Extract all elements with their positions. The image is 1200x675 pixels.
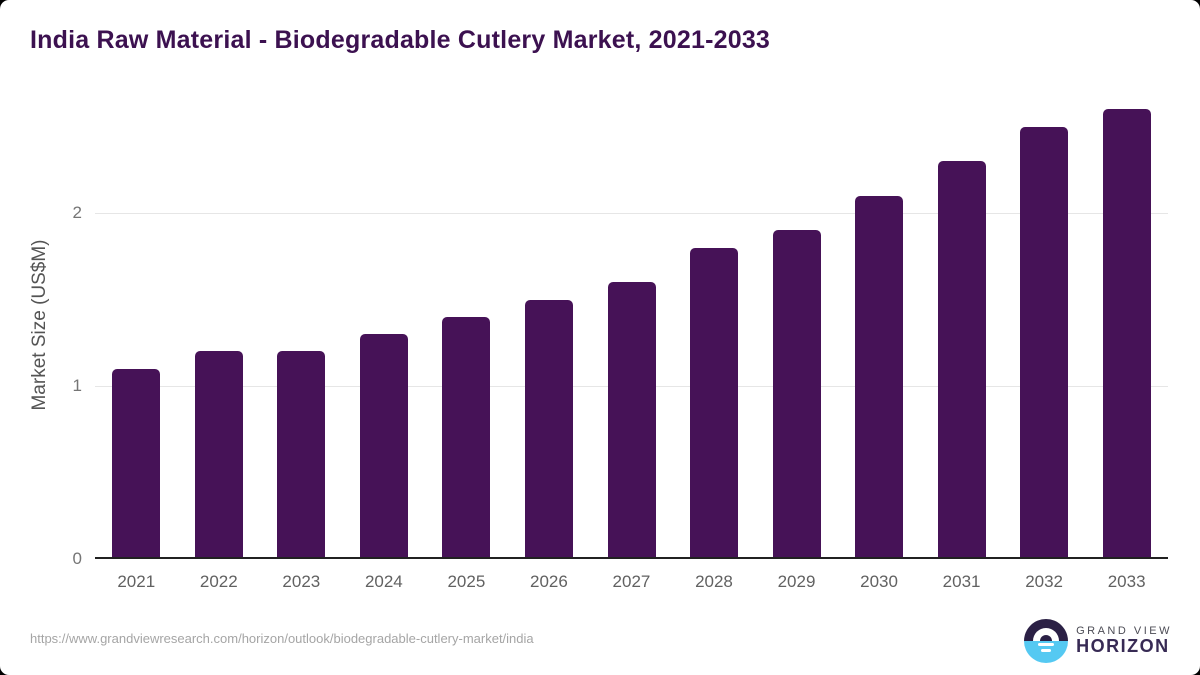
horizon-sun-icon xyxy=(1024,619,1069,663)
bar-2029[interactable] xyxy=(772,230,821,559)
bar-2026[interactable] xyxy=(524,299,573,559)
sun-arch-hole xyxy=(1040,635,1053,641)
horizon-line-1 xyxy=(1038,643,1055,646)
x-axis-label: 2023 xyxy=(282,572,321,591)
gridline xyxy=(95,213,1168,214)
x-axis-label: 2030 xyxy=(860,572,898,591)
x-axis-label: 2032 xyxy=(1025,572,1064,591)
brand-product: HORIZON xyxy=(1076,636,1170,657)
x-axis-line xyxy=(95,557,1168,559)
x-axis-label: 2033 xyxy=(1107,572,1146,591)
x-axis-label: 2025 xyxy=(447,572,486,591)
plot-area xyxy=(95,99,1168,559)
brand-text: GRAND VIEW HORIZON xyxy=(1076,625,1172,657)
x-axis-label: 2031 xyxy=(942,572,981,591)
bar-2028[interactable] xyxy=(690,247,739,559)
x-axis-label: 2027 xyxy=(612,572,651,591)
bar-2030[interactable] xyxy=(855,195,904,559)
bar-2024[interactable] xyxy=(359,334,408,559)
y-tick-label: 0 xyxy=(72,549,82,568)
x-axis-label: 2021 xyxy=(117,572,156,591)
x-axis-label: 2026 xyxy=(530,572,568,591)
x-axis-label: 2029 xyxy=(777,572,816,591)
bar-2023[interactable] xyxy=(277,351,326,559)
bar-2033[interactable] xyxy=(1102,109,1151,559)
y-tick-label: 2 xyxy=(72,203,82,222)
x-axis-label: 2022 xyxy=(199,572,238,591)
horizon-line-2 xyxy=(1041,649,1052,652)
bar-2027[interactable] xyxy=(607,282,656,559)
source-url: https://www.grandviewresearch.com/horizo… xyxy=(30,631,534,646)
brand-logo: GRAND VIEW HORIZON xyxy=(1024,619,1172,663)
bar-2031[interactable] xyxy=(937,161,986,559)
y-tick-label: 1 xyxy=(72,376,82,395)
x-axis-label: 2024 xyxy=(364,572,403,591)
bar-2021[interactable] xyxy=(112,368,161,559)
bar-2025[interactable] xyxy=(442,316,491,559)
x-axis-label: 2028 xyxy=(695,572,733,591)
bar-2032[interactable] xyxy=(1020,126,1069,559)
bar-2022[interactable] xyxy=(194,351,243,559)
sun-arch xyxy=(1033,628,1060,641)
brand-name: GRAND VIEW xyxy=(1076,625,1172,638)
page-title: India Raw Material - Biodegradable Cutle… xyxy=(30,26,771,54)
x-axis: 2021 2022 2023 2024 2025 2026 2027 2028 2029 2030… xyxy=(95,572,1168,592)
